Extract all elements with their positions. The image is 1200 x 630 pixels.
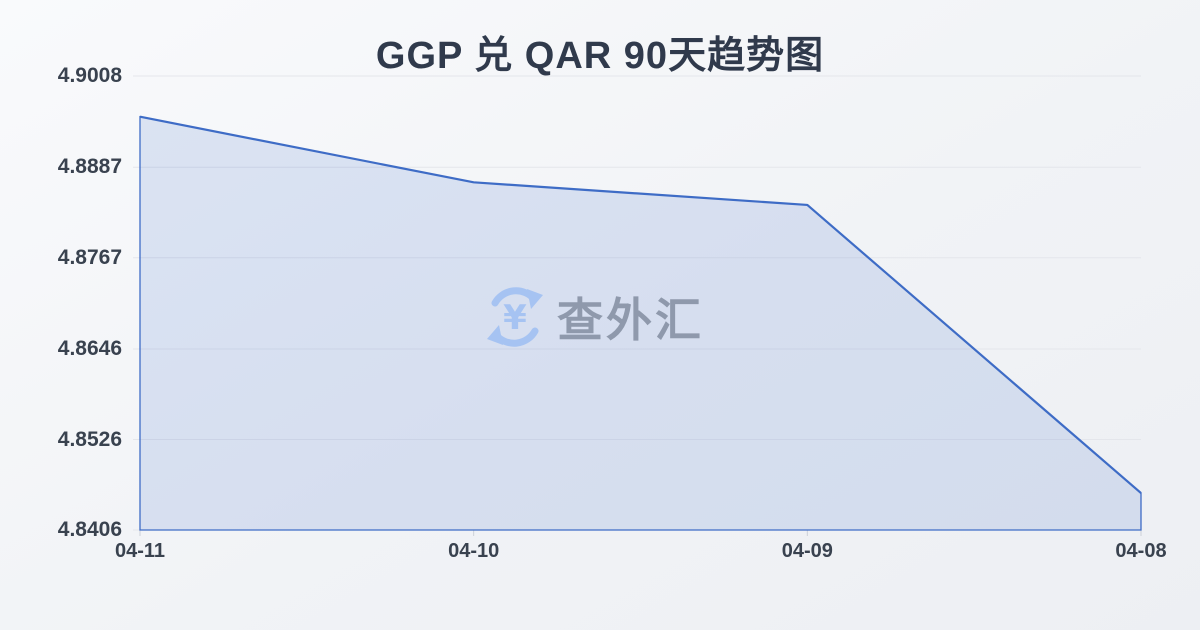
- x-axis-tick-label: 04-09: [781, 540, 833, 562]
- area-fill: [139, 115, 1142, 531]
- y-axis-tick-label: 4.8887: [57, 155, 122, 179]
- y-axis-tick-label: 4.8767: [57, 245, 122, 269]
- y-axis-tick-label: 4.8526: [57, 427, 122, 451]
- x-axis-tick-label: 04-08: [1115, 540, 1167, 562]
- y-axis-tick-label: 4.9008: [57, 64, 122, 87]
- trend-line: [139, 115, 1142, 494]
- x-axis-tick-label: 04-11: [114, 540, 166, 562]
- y-axis-tick-label: 4.8406: [57, 518, 122, 541]
- y-axis-tick-label: 4.8646: [57, 337, 122, 360]
- chart-title: GGP 兑 QAR 90天趋势图: [375, 35, 825, 77]
- x-axis-tick-label: 04-10: [448, 540, 500, 562]
